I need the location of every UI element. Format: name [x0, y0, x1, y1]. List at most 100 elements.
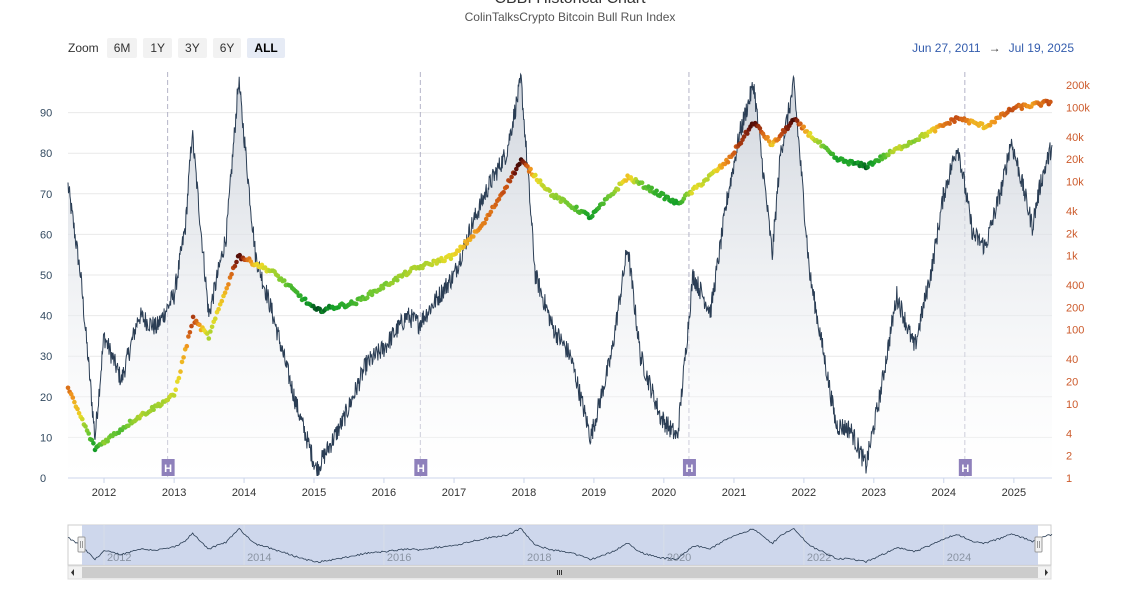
x-tick-label: 2016 — [372, 487, 396, 499]
price-point — [732, 150, 737, 155]
price-point — [456, 248, 462, 254]
halving-marker: H — [958, 459, 972, 476]
zoom-3y-button[interactable]: 3Y — [178, 38, 207, 58]
left-tick-label: 70 — [40, 189, 52, 201]
price-point — [514, 166, 519, 172]
halving-marker-label: H — [685, 463, 693, 475]
price-point — [639, 180, 645, 185]
price-point — [380, 285, 386, 291]
right-tick-label: 1k — [1066, 251, 1078, 263]
scroll-right-icon[interactable] — [1045, 569, 1048, 576]
price-point — [509, 174, 514, 180]
price-point — [757, 126, 763, 131]
price-point — [590, 213, 595, 219]
price-point — [429, 262, 435, 268]
price-point — [807, 130, 813, 136]
price-point — [461, 244, 467, 249]
scrollbar-grip-icon — [557, 570, 562, 575]
left-tick-label: 0 — [40, 473, 46, 485]
navigator-ticks: 2012 2014 2016 2018 2020 2022 2024 — [103, 525, 971, 565]
left-tick-label: 80 — [40, 148, 52, 160]
price-point — [184, 343, 190, 349]
right-tick-label: 20 — [1066, 377, 1078, 389]
left-tick-label: 60 — [40, 229, 52, 241]
navigator-tick-label: 2014 — [247, 552, 271, 564]
price-point — [365, 295, 370, 301]
navigator-right-handle[interactable] — [1034, 536, 1043, 553]
price-point — [186, 334, 191, 339]
price-point — [229, 271, 234, 277]
price-point — [779, 131, 784, 137]
x-tick-label: 2014 — [232, 487, 256, 499]
halving-marker-label: H — [961, 463, 969, 475]
range-to-input[interactable]: Jul 19, 2025 — [1008, 41, 1074, 55]
x-tick-label: 2015 — [302, 487, 326, 499]
right-tick-label: 2k — [1066, 228, 1078, 240]
price-point — [151, 407, 156, 413]
navigator[interactable]: 2012 2014 2016 2018 2020 2022 2024 — [67, 524, 1053, 580]
index-area — [68, 74, 1052, 479]
price-point — [442, 258, 447, 264]
price-point — [76, 410, 82, 416]
zoom-1y-button[interactable]: 1Y — [143, 38, 173, 58]
x-tick-label: 2013 — [162, 487, 186, 499]
price-point — [660, 191, 666, 197]
right-tick-label: 100k — [1066, 102, 1090, 114]
right-tick-label: 40k — [1066, 132, 1084, 144]
chart-title: CBBI Historical Chart — [0, 0, 1140, 8]
price-point — [91, 441, 96, 446]
price-point — [512, 171, 518, 176]
price-point — [395, 277, 400, 283]
halving-marker-label: H — [417, 463, 425, 475]
price-point — [705, 177, 710, 182]
navigator-series — [67, 527, 1053, 564]
price-point — [623, 178, 629, 183]
zoom-6m-button[interactable]: 6M — [106, 38, 138, 58]
halving-marker: H — [682, 459, 696, 476]
x-tick-label: 2017 — [442, 487, 466, 499]
range-from-input[interactable]: Jun 27, 2011 — [912, 41, 981, 55]
x-tick-label: 2025 — [1002, 487, 1026, 499]
x-tick-label: 2022 — [792, 487, 816, 499]
halving-marker-box — [161, 459, 175, 476]
price-point — [178, 369, 183, 374]
price-point — [72, 399, 77, 405]
price-point — [916, 137, 922, 142]
halving-marker: H — [161, 459, 175, 476]
price-point — [1019, 106, 1025, 112]
chart-subtitle: ColinTalksCrypto Bitcoin Bull Run Index — [464, 10, 676, 24]
price-point — [979, 121, 985, 127]
price-point — [585, 211, 590, 217]
price-point — [224, 286, 229, 291]
price-point — [232, 263, 238, 269]
price-point — [219, 298, 225, 304]
price-point — [369, 292, 375, 298]
price-point — [533, 172, 538, 178]
price-point — [187, 330, 193, 335]
navigator-selection[interactable] — [82, 525, 1038, 565]
price-point — [745, 131, 750, 136]
price-point — [801, 124, 806, 130]
zoom-6y-button[interactable]: 6Y — [212, 38, 242, 58]
x-tick-label: 2019 — [582, 487, 606, 499]
right-tick-label: 100 — [1066, 325, 1084, 337]
price-point — [782, 129, 787, 134]
scroll-left-icon[interactable] — [71, 569, 74, 576]
price-point — [517, 161, 522, 167]
navigator-left-handle[interactable] — [77, 536, 86, 553]
price-point — [924, 133, 930, 138]
date-range-display: Jun 27, 2011 → Jul 19, 2025 — [912, 41, 1074, 55]
price-point — [483, 216, 489, 222]
price-point — [488, 209, 494, 215]
price-point — [353, 301, 359, 307]
price-point — [547, 188, 552, 193]
right-tick-label: 2 — [1066, 451, 1072, 463]
right-tick-label: 10k — [1066, 176, 1084, 188]
price-point — [70, 395, 76, 400]
zoom-all-button[interactable]: ALL — [247, 38, 285, 58]
price-point — [528, 166, 533, 172]
price-point — [80, 416, 85, 422]
price-point — [208, 329, 213, 334]
